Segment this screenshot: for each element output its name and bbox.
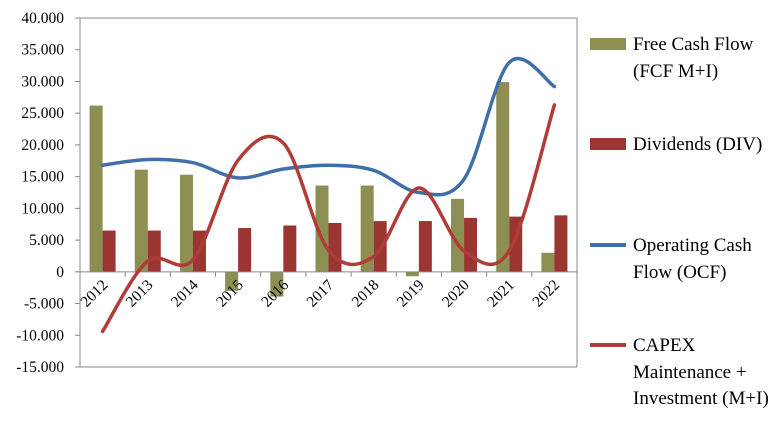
dividend-bar bbox=[554, 215, 568, 272]
fcf-bar bbox=[405, 271, 419, 277]
dividend-bar bbox=[147, 230, 161, 272]
x-tick-label: 2018 bbox=[349, 276, 383, 310]
x-axis-tick-labels: 2012 2013 2014 2015 2016 2017 2018 2019 2020 2021… bbox=[77, 276, 563, 310]
fcf-bar bbox=[89, 105, 103, 272]
fcf-bar bbox=[541, 252, 555, 272]
fcf-bar bbox=[179, 174, 193, 272]
y-tick-label: 5.000 bbox=[29, 232, 64, 249]
y-tick-label: -15.000 bbox=[16, 359, 64, 376]
ocf-line bbox=[100, 57, 557, 197]
fcf-bar bbox=[451, 198, 465, 272]
x-tick-label: 2014 bbox=[168, 276, 202, 310]
x-tick-label: 2021 bbox=[484, 277, 518, 311]
y-axis-ticks bbox=[75, 17, 80, 368]
fcf-bar bbox=[360, 185, 374, 272]
dividend-bars bbox=[102, 215, 568, 272]
y-tick-label: 10.000 bbox=[21, 200, 64, 217]
y-tick-label: -10.000 bbox=[16, 327, 64, 344]
y-axis-tick-labels: -15.000 -10.000 -5.000 0 5.000 10.000 15.000 20… bbox=[16, 10, 64, 376]
legend-label-dividends: Dividends (DIV) bbox=[633, 134, 763, 155]
fcf-bar bbox=[270, 271, 284, 297]
x-tick-label: 2016 bbox=[258, 276, 292, 310]
dividend-bar bbox=[102, 230, 116, 272]
y-tick-label: 25.000 bbox=[21, 105, 64, 122]
x-axis-ticks bbox=[79, 271, 578, 277]
legend-label-capex: CAPEX Maintenance + Investment (M+I) bbox=[633, 335, 769, 409]
dividend-bar bbox=[418, 221, 432, 272]
y-tick-label: 40.000 bbox=[21, 10, 64, 27]
legend-swatch-ocf bbox=[590, 243, 626, 247]
y-tick-label: 30.000 bbox=[21, 73, 64, 90]
y-tick-label: -5.000 bbox=[24, 296, 64, 313]
legend-swatch-fcf bbox=[590, 38, 626, 50]
x-tick-label: 2022 bbox=[529, 277, 563, 311]
x-tick-label: 2017 bbox=[303, 276, 337, 310]
fcf-bar bbox=[134, 169, 148, 272]
x-tick-label: 2013 bbox=[123, 276, 157, 310]
dividend-bar bbox=[283, 225, 297, 272]
dividend-bar bbox=[238, 228, 252, 272]
fcf-bars bbox=[89, 82, 555, 297]
legend-swatch-capex bbox=[590, 343, 626, 347]
dividend-bar bbox=[464, 217, 478, 272]
x-tick-label: 2020 bbox=[439, 276, 473, 310]
fcf-bar bbox=[315, 185, 329, 272]
y-tick-label: 15.000 bbox=[21, 169, 64, 186]
legend-label-ocf: Operating Cash Flow (OCF) bbox=[633, 235, 752, 283]
x-tick-label: 2019 bbox=[394, 276, 428, 310]
x-tick-label: 2012 bbox=[77, 277, 111, 311]
y-tick-label: 35.000 bbox=[21, 42, 64, 59]
dividend-bar bbox=[328, 222, 342, 272]
chart: -15.000 -10.000 -5.000 0 5.000 10.000 15.000 20… bbox=[16, 10, 578, 376]
fcf-bar bbox=[225, 271, 239, 291]
line-series bbox=[100, 57, 557, 334]
legend-label-fcf: Free Cash Flow (FCF M+I) bbox=[633, 34, 754, 82]
y-tick-label: 20.000 bbox=[21, 137, 64, 154]
legend-swatch-dividends bbox=[590, 138, 626, 150]
capex-line bbox=[100, 103, 557, 334]
y-tick-label: 0 bbox=[56, 264, 64, 281]
fcf-bar bbox=[496, 82, 510, 272]
legend: Free Cash Flow (FCF M+I) Dividends (DIV)… bbox=[590, 0, 769, 436]
x-tick-label: 2015 bbox=[213, 276, 247, 310]
